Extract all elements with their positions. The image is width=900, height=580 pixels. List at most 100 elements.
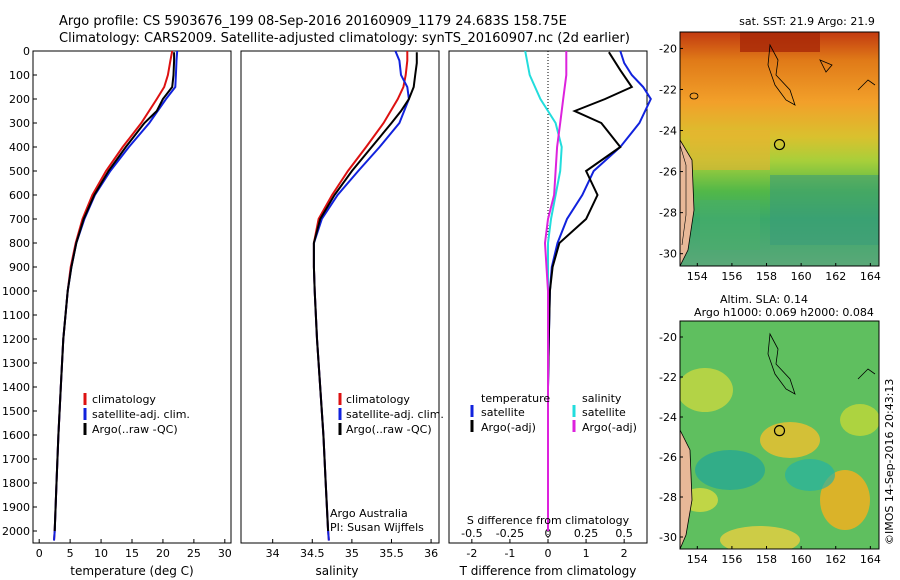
- temperature-x-ticks: 0 5 10 15 20 25 30: [36, 539, 232, 560]
- x-tick-label: 36: [424, 547, 438, 560]
- difference-lines: [524, 50, 652, 531]
- s-tick-label: -0.5: [461, 527, 482, 540]
- x-tick-label: 0: [545, 547, 552, 560]
- series-line-argo-adj-: [543, 51, 568, 531]
- map-x-tick-label: 164: [860, 553, 881, 566]
- legend-title-temperature: temperature: [481, 392, 550, 405]
- y-tick-label: 500: [9, 165, 30, 178]
- map-y-tick-label: -28: [659, 207, 677, 220]
- map-x-tick-label: 160: [791, 270, 812, 283]
- x-tick-label: 0: [36, 547, 43, 560]
- y-tick-label: 0: [23, 45, 30, 58]
- y-tick-label: 1600: [2, 429, 30, 442]
- x-tick-label: 15: [125, 547, 139, 560]
- annotation-argo-australia: Argo Australia: [330, 507, 408, 520]
- map-y-tick-label: -20: [659, 42, 677, 55]
- y-tick-label: 300: [9, 117, 30, 130]
- y-tick-label: 1900: [2, 501, 30, 514]
- difference-panel: -2 -1 0 1 2 -0.5 -0.25 0 0.25 0.5 S difference f…: [448, 50, 652, 578]
- legend-title-salinity: salinity: [582, 392, 622, 405]
- header-line-2: Climatology: CARS2009. Satellite-adjuste…: [59, 31, 630, 46]
- map-y-tick-label: -24: [659, 411, 677, 424]
- x-tick-label: 34: [266, 547, 280, 560]
- map-x-tick-label: 162: [825, 553, 846, 566]
- s-tick-label: 0: [545, 527, 552, 540]
- x-tick-label: 30: [218, 547, 232, 560]
- x-tick-label: 20: [156, 547, 170, 560]
- y-tick-label: 900: [9, 261, 30, 274]
- series-line-argo-raw-qc-: [312, 52, 418, 532]
- t-difference-label: T difference from climatology: [459, 564, 637, 578]
- sst-map-panel: sat. SST: 21.9 Argo: 21.9 154 156 158 160 16…: [659, 15, 881, 283]
- map-y-tick-label: -24: [659, 125, 677, 138]
- temperature-legend: climatology satellite-adj. clim. Argo(..…: [83, 393, 190, 436]
- legend-label-argo: Argo(..raw -QC): [92, 423, 178, 436]
- y-tick-label: 1800: [2, 477, 30, 490]
- x-tick-label: 10: [94, 547, 108, 560]
- depth-y-ticks: 0 100 200 300 400 500 600 700 800 900 1000 1100 1200…: [2, 45, 37, 538]
- y-tick-label: 1100: [2, 309, 30, 322]
- s-tick-label: 0.25: [574, 527, 599, 540]
- sla-map-frame: [679, 320, 880, 550]
- sst-map-title: sat. SST: 21.9 Argo: 21.9: [739, 15, 875, 28]
- salinity-lines: [312, 50, 418, 541]
- s-tick-label: 0.5: [615, 527, 633, 540]
- difference-x-ticks: -2 -1 0 1 2: [466, 539, 628, 560]
- temperature-x-label: temperature (deg C): [70, 564, 193, 578]
- sst-map-ticks: 154 156 158 160 162 164 -20 -22 -24 -26 -28 -30: [659, 42, 881, 283]
- legend-label-climatology: climatology: [92, 393, 156, 406]
- map-y-tick-label: -22: [659, 371, 677, 384]
- y-tick-label: 200: [9, 93, 30, 106]
- salinity-x-label: salinity: [315, 564, 358, 578]
- y-tick-label: 1500: [2, 405, 30, 418]
- map-x-tick-label: 158: [756, 553, 777, 566]
- salinity-x-ticks: 34 34.5 35 35.5 36: [266, 539, 438, 560]
- legend-label-argo: Argo(..raw -QC): [346, 423, 432, 436]
- x-tick-label: 34.5: [300, 547, 325, 560]
- legend-label-s-satellite: satellite: [582, 406, 626, 419]
- s-tick-label: -0.25: [496, 527, 524, 540]
- argo-position-marker: [773, 138, 786, 151]
- y-tick-label: 1200: [2, 333, 30, 346]
- sla-map-subtitle: Argo h1000: 0.069 h2000: 0.084: [694, 306, 874, 319]
- annotation-pi: PI: Susan Wijffels: [330, 521, 424, 534]
- salinity-panel: 34 34.5 35 35.5 36 salinity climatology sate…: [240, 50, 444, 578]
- salinity-frame: [240, 50, 440, 544]
- y-tick-label: 100: [9, 69, 30, 82]
- series-line-argo-raw-qc-: [53, 52, 176, 532]
- x-tick-label: 25: [187, 547, 201, 560]
- map-x-tick-label: 154: [687, 553, 708, 566]
- map-x-tick-label: 154: [687, 270, 708, 283]
- sla-map-image: [680, 321, 879, 549]
- salinity-legend: climatology satellite-adj. clim. Argo(..…: [338, 393, 444, 436]
- x-tick-label: 5: [67, 547, 74, 560]
- map-y-tick-label: -22: [659, 83, 677, 96]
- legend-label-s-argo: Argo(-adj): [582, 421, 637, 434]
- legend-label-t-argo: Argo(-adj): [481, 421, 536, 434]
- y-tick-label: 700: [9, 213, 30, 226]
- y-tick-label: 400: [9, 141, 30, 154]
- map-x-tick-label: 156: [721, 270, 742, 283]
- sla-map-panel: Altim. SLA: 0.14 Argo h1000: 0.069 h2000…: [659, 293, 881, 566]
- temperature-lines: [53, 50, 179, 541]
- map-x-tick-label: 160: [791, 553, 812, 566]
- x-tick-label: 2: [621, 547, 628, 560]
- sst-map-frame: [679, 31, 880, 267]
- map-y-tick-label: -30: [659, 531, 677, 544]
- s-difference-ticks: -0.5 -0.25 0 0.25 0.5: [461, 527, 633, 540]
- argo-position-marker: [773, 425, 786, 437]
- legend-label-climatology: climatology: [346, 393, 410, 406]
- header-line-1: Argo profile: CS 5903676_199 08-Sep-2016…: [59, 14, 567, 29]
- y-tick-label: 800: [9, 237, 30, 250]
- map-y-tick-label: -26: [659, 451, 677, 464]
- map-y-tick-label: -30: [659, 248, 677, 261]
- temperature-panel: 0 5 10 15 20 25 30 0 100 200 300 400 500 600 700 800 90…: [2, 45, 232, 578]
- map-y-tick-label: -20: [659, 331, 677, 344]
- map-x-tick-label: 156: [721, 553, 742, 566]
- y-tick-label: 2000: [2, 525, 30, 538]
- y-tick-label: 1400: [2, 381, 30, 394]
- x-tick-label: -2: [466, 547, 477, 560]
- map-x-tick-label: 164: [860, 270, 881, 283]
